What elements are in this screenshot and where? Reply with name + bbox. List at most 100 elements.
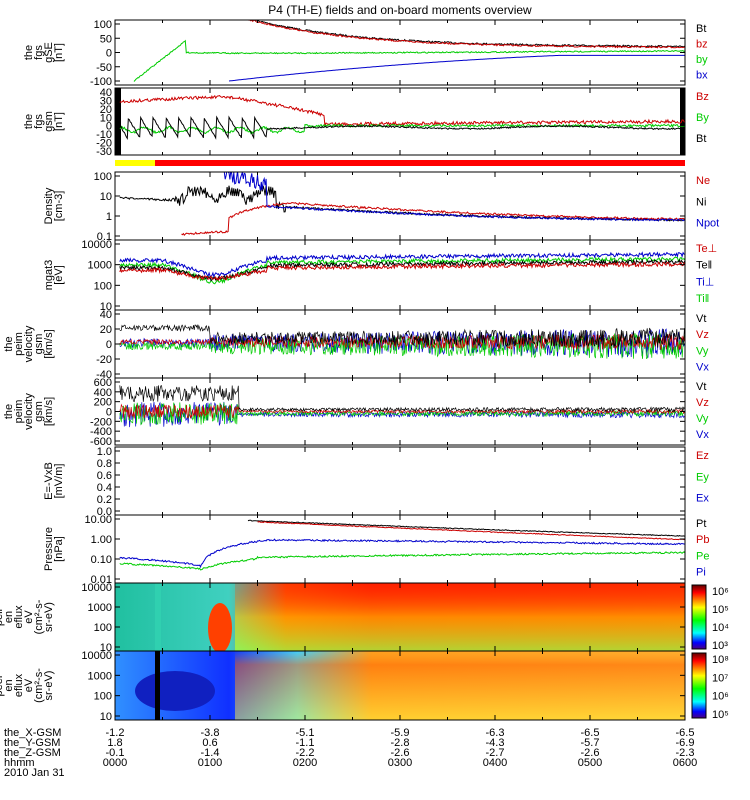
y-axis-label: eV	[23, 610, 35, 624]
y-axis-label: the	[23, 45, 35, 60]
figure-title: P4 (TH-E) fields and on-board moments ov…	[268, 3, 532, 17]
legend-Ni: Ni	[696, 196, 706, 208]
y-tick-label: 0.2	[97, 494, 112, 506]
colorbar-tick-label: 10³	[712, 640, 728, 652]
legend-Vz: Vz	[696, 397, 709, 409]
colorbar: 10⁸ 10⁷ 10⁶ 10⁵	[691, 652, 729, 721]
status-bar-red	[155, 160, 685, 166]
y-axis-label: gsm	[43, 111, 55, 132]
x-row-value: -2.3	[676, 747, 695, 759]
x-row-value: 0600	[673, 757, 697, 769]
series-Pt-line	[247, 519, 685, 537]
legend-bz: bz	[696, 38, 708, 50]
y-tick-label: 600	[94, 377, 112, 389]
status-bar-yellow	[115, 160, 155, 166]
y-tick-label: 10	[100, 642, 112, 654]
y-tick-label: 1000	[88, 260, 112, 272]
panel-efield: 1.00.80.60.40.20.0 E=-VxB[mV/m] Ez Ey Ex	[43, 446, 709, 518]
y-axis-label: [km/s]	[43, 397, 55, 426]
y-axis-label: velocity	[23, 325, 35, 362]
legend-Ex: Ex	[696, 493, 709, 505]
y-tick-label: 10	[100, 301, 112, 313]
legend-by: by	[696, 54, 708, 66]
y-tick-label: 10000	[81, 239, 112, 251]
y-axis-label: eV	[23, 678, 35, 692]
legend-Ez: Ez	[696, 450, 709, 462]
y-tick-label: 100	[94, 171, 112, 183]
legend-Vy: Vy	[696, 345, 709, 357]
legend-Vx: Vx	[696, 429, 709, 441]
x-row-value: 0100	[198, 757, 222, 769]
y-axis-label: Density	[43, 187, 55, 224]
series-bz-line	[247, 20, 685, 49]
panel-plot-area	[119, 519, 685, 571]
y-axis-label: en	[3, 679, 15, 691]
y-tick-label: -30	[96, 146, 112, 158]
y-tick-label: 40	[100, 309, 112, 321]
colorbar-gradient	[691, 652, 707, 719]
series-Ti-par-line	[119, 255, 685, 285]
spectrogram-feature	[155, 583, 161, 651]
y-axis-label: [cm-3]	[53, 191, 65, 222]
x-row-value: 1.8	[107, 737, 122, 749]
legend-Bz: Bz	[696, 91, 709, 103]
y-tick-label: 20	[100, 324, 112, 336]
legend-Ey: Ey	[696, 471, 709, 483]
x-row-label: the_Y-GSM	[4, 737, 60, 749]
y-tick-label: 0.8	[97, 458, 112, 470]
panel-frame	[114, 446, 686, 516]
colorbar-tick-label: 10⁶	[712, 691, 729, 703]
x-row-value: -2.8	[391, 737, 410, 749]
series-Pe-line	[119, 551, 685, 571]
data-gap-bar	[680, 88, 685, 155]
y-tick-label: 10	[100, 711, 112, 723]
y-tick-label: 100	[94, 622, 112, 634]
series-Bt-line	[252, 20, 685, 48]
x-row-value: 0200	[293, 757, 317, 769]
x-row-value: 0000	[103, 757, 127, 769]
series-Pb-line	[257, 521, 685, 541]
series-Vz-line	[119, 403, 685, 419]
colorbar-gradient	[691, 584, 707, 650]
y-tick-label: 10000	[81, 582, 112, 594]
series-Vt-line	[119, 385, 685, 413]
x-row-value: -6.5	[676, 727, 695, 739]
legend-Npot: Npot	[696, 218, 719, 230]
y-axis-label: gSE	[43, 42, 55, 63]
x-row-value: -2.7	[486, 747, 505, 759]
x-axis-annotation: the_X-GSM -1.2 -3.8 -5.1 -5.9 -6.3 -6.5 -6.5 the…	[4, 727, 697, 779]
y-tick-label: -50	[96, 62, 112, 74]
panel-frame	[114, 171, 686, 241]
y-tick-label: -40	[96, 369, 112, 381]
colorbar-tick-label: 10⁵	[712, 709, 729, 721]
y-axis-label: en	[3, 611, 15, 623]
y-tick-label: 0.0	[97, 506, 112, 518]
y-tick-label: 1000	[88, 602, 112, 614]
series-Ne-line	[181, 202, 685, 237]
x-row-label: hhmm	[4, 757, 35, 769]
y-axis-label: the	[23, 114, 35, 129]
series-Npot-line	[223, 172, 685, 222]
y-tick-label: 0.1	[97, 231, 112, 243]
y-tick-label: 40	[100, 87, 112, 99]
x-row-value: 0300	[388, 757, 412, 769]
y-tick-label: 0	[106, 407, 112, 419]
y-axis-label: (cm²-s-	[33, 599, 45, 634]
panel-plot-area	[133, 20, 685, 82]
y-tick-label: 1	[106, 211, 112, 223]
y-axis-label: sr-eV)	[43, 602, 55, 632]
y-axis-label: fgs	[33, 45, 45, 60]
legend-Vt: Vt	[696, 313, 706, 325]
legend-Ne: Ne	[696, 175, 710, 187]
y-tick-label: 0.01	[91, 574, 112, 586]
panel-frame	[114, 514, 686, 584]
series-Ti-perp-line	[119, 251, 685, 278]
y-tick-label: 0.6	[97, 470, 112, 482]
panel-peir: 10000100010010thepeirenefluxeV(cm²-s-sr-…	[0, 582, 729, 654]
y-tick-label: 100	[94, 280, 112, 292]
y-axis-label: fgs	[33, 114, 45, 129]
legend-Ti⊥: Ti⊥	[696, 276, 714, 288]
